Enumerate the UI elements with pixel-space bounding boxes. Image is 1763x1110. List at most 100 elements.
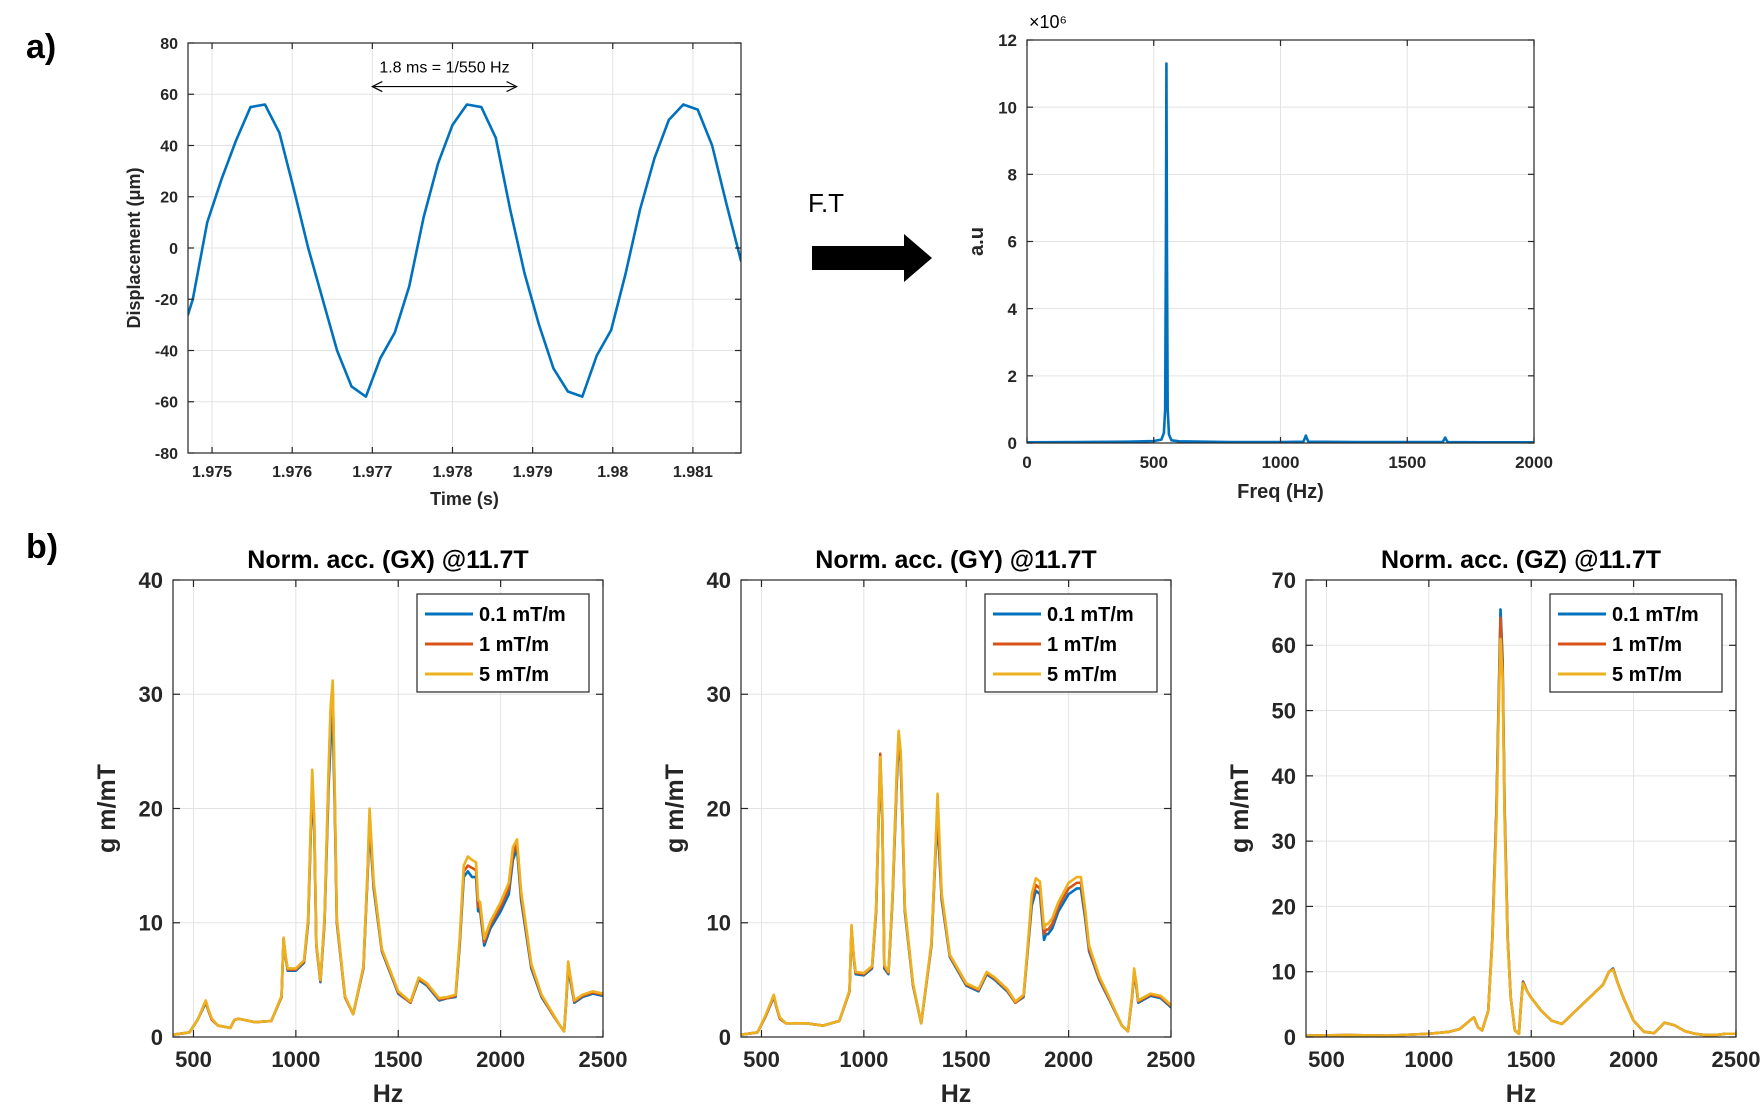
chart-gy: 500 1000 1500 2000 2500 0 10 20 30 40 Hz g m/mT Norm…: [661, 546, 1195, 1108]
series-line-2: [1306, 637, 1736, 1037]
x-tick-label: 1500: [1507, 1047, 1556, 1072]
x-tick-label: 2000: [1609, 1047, 1658, 1072]
y-tick-label: 4: [1008, 300, 1018, 319]
x-tick-label: 1.975: [192, 464, 232, 481]
period-arrow-head-right: [506, 81, 518, 93]
x-tick-label: 500: [743, 1047, 780, 1072]
y-tick-label: 10: [139, 911, 163, 936]
x-tick-label: 1.981: [673, 464, 713, 481]
period-arrow-head-left: [370, 81, 383, 93]
x-tick-label: 1000: [1262, 453, 1300, 472]
panel-label-a: a): [26, 28, 56, 66]
y-tick-label: -60: [155, 395, 178, 412]
chart-title: Norm. acc. (GZ) @11.7T: [1381, 546, 1661, 574]
y-tick-label: 40: [139, 568, 163, 593]
y-tick-label: 30: [139, 682, 163, 707]
chart-title: Norm. acc. (GX) @11.7T: [247, 546, 528, 574]
chart-displacement: 1.975 1.976 1.977 1.978 1.979 1.98 1.981 -80 -60…: [124, 36, 742, 509]
axes-frame: [1305, 579, 1737, 1038]
y-tick-label: 6: [1008, 233, 1017, 252]
y-tick-label: 20: [1272, 894, 1296, 919]
y-axis-label: g m/mT: [1226, 764, 1254, 853]
x-tick-label: 1.977: [352, 464, 392, 481]
y-tick-label: 60: [160, 87, 178, 104]
y-tick-label: 10: [998, 98, 1017, 117]
x-tick-label: 1500: [942, 1047, 991, 1072]
y-tick-label: 50: [1272, 698, 1296, 723]
x-tick-label: 1500: [1388, 453, 1426, 472]
y-tick-label: 8: [1008, 165, 1017, 184]
y-tick-label: 20: [707, 796, 731, 821]
chart-gz: 500 1000 1500 2000 2500 0 10 20 30 40 50 60 70 Hz g m/…: [1226, 546, 1760, 1108]
y-tick-label: 0: [719, 1025, 731, 1050]
y-axis-label: a.u: [966, 227, 988, 256]
x-tick-label: 1.976: [272, 464, 312, 481]
x-tick-label: 1.98: [597, 464, 628, 481]
y-axis-label: Displacement (μm): [124, 167, 144, 328]
y-tick-label: 20: [160, 190, 178, 207]
x-tick-label: 1000: [271, 1047, 320, 1072]
legend: 0.1 mT/m 1 mT/m 5 mT/m: [1549, 593, 1723, 693]
legend-label: 5 mT/m: [479, 664, 549, 686]
y-tick-label: 0: [1008, 434, 1017, 453]
y-axis-label: g m/mT: [661, 764, 689, 853]
transform-label: F.T: [808, 188, 844, 218]
y-tick-label: 0: [169, 241, 178, 258]
y-axis-label: g m/mT: [93, 764, 121, 853]
legend-label: 1 mT/m: [479, 634, 549, 656]
y-tick-label: 0: [1284, 1025, 1296, 1050]
x-axis-label: Hz: [941, 1080, 972, 1108]
y-tick-label: 40: [1272, 764, 1296, 789]
series-line-0: [1027, 62, 1534, 443]
y-tick-label: 12: [998, 31, 1017, 50]
x-tick-label: 0: [1022, 453, 1031, 472]
transform-arrow: [812, 234, 932, 282]
series-line-2: [173, 679, 603, 1037]
y-tick-label: 30: [707, 682, 731, 707]
chart-gx: 500 1000 1500 2000 2500 0 10 20 30 40 Hz g m/mT Norm…: [93, 546, 627, 1108]
x-tick-label: 2000: [1515, 453, 1553, 472]
y-tick-label: 2: [1008, 367, 1017, 386]
x-tick-label: 500: [1140, 453, 1168, 472]
x-tick-label: 2000: [1044, 1047, 1093, 1072]
y-tick-label: 10: [1272, 960, 1296, 985]
x-tick-label: 1.979: [513, 464, 553, 481]
y-tick-label: 40: [160, 138, 178, 155]
y-tick-label: 0: [151, 1025, 163, 1050]
x-tick-label: 1000: [839, 1047, 888, 1072]
y-tick-label: 10: [707, 911, 731, 936]
y-tick-label: 70: [1272, 568, 1296, 593]
legend-label: 0.1 mT/m: [479, 604, 566, 626]
x-tick-label: 2500: [579, 1047, 628, 1072]
series-line-2: [741, 729, 1171, 1037]
y-tick-label: 30: [1272, 829, 1296, 854]
x-tick-label: 500: [175, 1047, 212, 1072]
legend: 0.1 mT/m 1 mT/m 5 mT/m: [984, 593, 1158, 693]
x-axis-label: Time (s): [430, 489, 499, 509]
x-tick-label: 2500: [1712, 1047, 1761, 1072]
x-tick-label: 2500: [1147, 1047, 1196, 1072]
x-tick-label: 1.978: [432, 464, 472, 481]
y-tick-label: 60: [1272, 633, 1296, 658]
y-tick-label: 80: [160, 36, 178, 53]
legend-label: 1 mT/m: [1612, 634, 1682, 656]
legend-label: 0.1 mT/m: [1612, 604, 1699, 626]
legend-label: 5 mT/m: [1047, 664, 1117, 686]
period-annotation: 1.8 ms = 1/550 Hz: [379, 60, 509, 77]
x-axis-label: Hz: [1506, 1080, 1537, 1108]
legend-label: 1 mT/m: [1047, 634, 1117, 656]
x-tick-label: 1000: [1404, 1047, 1453, 1072]
x-axis-label: Freq (Hz): [1237, 481, 1324, 503]
series-line-0: [188, 103, 741, 398]
chart-fourier: 0 500 1000 1500 2000 0 2 4 6 8 10 12 Freq (Hz) a.u ×10…: [966, 12, 1553, 503]
y-tick-label: -40: [155, 343, 178, 360]
legend-label: 5 mT/m: [1612, 664, 1682, 686]
chart-title: Norm. acc. (GY) @11.7T: [815, 546, 1096, 574]
y-tick-label: -80: [155, 446, 178, 463]
y-tick-label: 20: [139, 796, 163, 821]
legend-label: 0.1 mT/m: [1047, 604, 1134, 626]
panel-label-b: b): [26, 528, 58, 566]
y-tick-label: 40: [707, 568, 731, 593]
x-tick-label: 1500: [374, 1047, 423, 1072]
